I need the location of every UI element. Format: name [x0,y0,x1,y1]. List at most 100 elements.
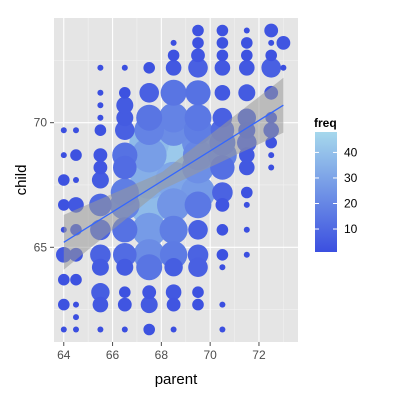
data-point [219,264,226,271]
data-point [142,285,157,300]
data-point [239,159,255,176]
data-point [60,127,67,134]
data-point [143,323,155,336]
data-point [188,58,208,78]
data-point [216,249,229,261]
data-point [164,258,183,277]
data-point [188,257,208,278]
data-point [268,39,275,46]
data-point [60,326,67,333]
data-point [216,37,229,49]
regression-layer [63,77,284,270]
data-point [241,37,253,49]
x-axis-title: parent [155,371,198,388]
data-point [214,85,231,101]
data-point [160,79,187,106]
data-point [90,244,111,266]
x-tick-label: 68 [155,348,169,362]
data-point [91,258,109,276]
data-point [119,286,131,299]
data-point [73,314,79,321]
data-point [243,201,250,208]
data-point [91,283,110,302]
data-point [243,251,250,258]
data-point [264,23,279,38]
data-point [265,49,278,62]
data-point [97,64,104,71]
data-point [243,27,250,34]
data-point [276,36,291,50]
data-point [136,104,163,131]
data-point [73,326,79,333]
data-point [117,297,132,312]
y-tick-label: 70 [34,116,48,130]
data-point [185,80,211,106]
data-point [158,102,189,133]
data-point [192,286,204,299]
data-point [97,114,104,121]
data-point [212,182,233,203]
data-point [116,96,134,114]
legend: freq 10 20 30 40 [314,116,358,252]
data-point [214,60,231,76]
data-point [116,258,134,276]
data-point [136,254,163,281]
data-point [191,48,205,63]
data-point [192,37,204,49]
data-point [139,83,159,103]
data-point [94,124,107,136]
data-point [159,215,188,244]
data-point [261,58,282,78]
y-axis-ticks: 65 70 [34,116,54,254]
data-point [73,127,79,134]
x-tick-label: 64 [57,348,71,362]
data-point [60,152,67,159]
y-tick-label: 65 [34,240,48,254]
data-point [73,177,79,183]
data-point [131,137,167,173]
data-point [113,155,137,180]
legend-tick-label: 30 [344,171,358,185]
x-axis-ticks: 64 66 68 70 72 [57,342,266,362]
data-point [70,273,82,286]
data-point [143,62,155,74]
data-point [219,326,226,333]
data-point [268,164,275,171]
data-point [165,60,182,76]
legend-tick-label: 20 [344,196,358,210]
data-point [184,104,212,132]
data-point [167,49,180,62]
legend-ticks: 10 20 30 40 [315,145,358,236]
data-point [132,212,167,247]
data-point [115,120,135,140]
legend-tick-label: 10 [344,222,358,236]
data-point [93,148,108,163]
data-point [243,226,250,233]
data-point [239,60,255,76]
data-point [216,24,229,37]
data-point [166,297,181,312]
data-point [58,273,70,286]
data-point [121,64,128,71]
regression-line [63,104,284,243]
x-tick-label: 72 [252,348,266,362]
data-point [91,171,109,189]
x-tick-label: 70 [203,348,217,362]
data-point [97,326,104,333]
data-point [97,102,104,109]
data-point [170,39,177,46]
data-point [238,84,256,102]
legend-colorbar [315,132,337,252]
data-point [184,191,212,219]
data-point [241,186,253,199]
data-point [58,174,70,186]
data-point [113,243,137,267]
data-point [192,24,204,37]
data-point [165,284,182,301]
data-point [219,301,226,308]
data-point [116,109,134,127]
data-point [241,49,253,62]
data-point [157,188,191,222]
data-point [268,152,275,159]
